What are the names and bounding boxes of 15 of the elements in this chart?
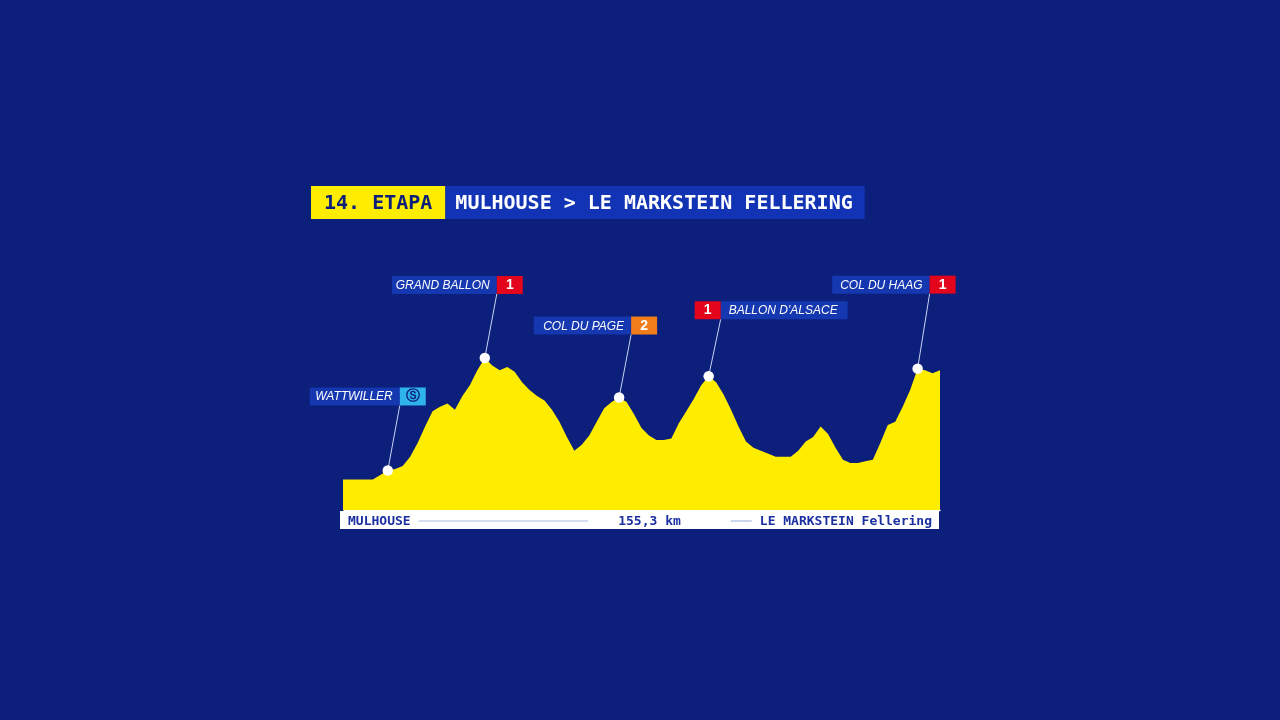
text: GRAND BALLON xyxy=(395,278,491,292)
chart-subtitle: MULHOUSE > LE MARKSTEIN FELLERING xyxy=(455,190,853,214)
text: 1 xyxy=(938,275,947,292)
text: LE MARKSTEIN Fellering xyxy=(759,513,932,528)
text: COL DU PAGE xyxy=(543,318,626,333)
annotation: WATTWILLER xyxy=(315,389,394,404)
annotation: Ⓢ xyxy=(405,387,420,404)
text: 155,3 km xyxy=(618,513,681,528)
chart-title: 14. ETAPA xyxy=(323,190,433,214)
text: 2 xyxy=(640,316,649,333)
text: 1 xyxy=(703,301,712,318)
text: COL DU HAAG xyxy=(840,277,923,292)
text: MULHOUSE xyxy=(348,513,411,528)
text: 1 xyxy=(505,276,514,292)
text: BALLON D'ALSACE xyxy=(728,303,839,318)
